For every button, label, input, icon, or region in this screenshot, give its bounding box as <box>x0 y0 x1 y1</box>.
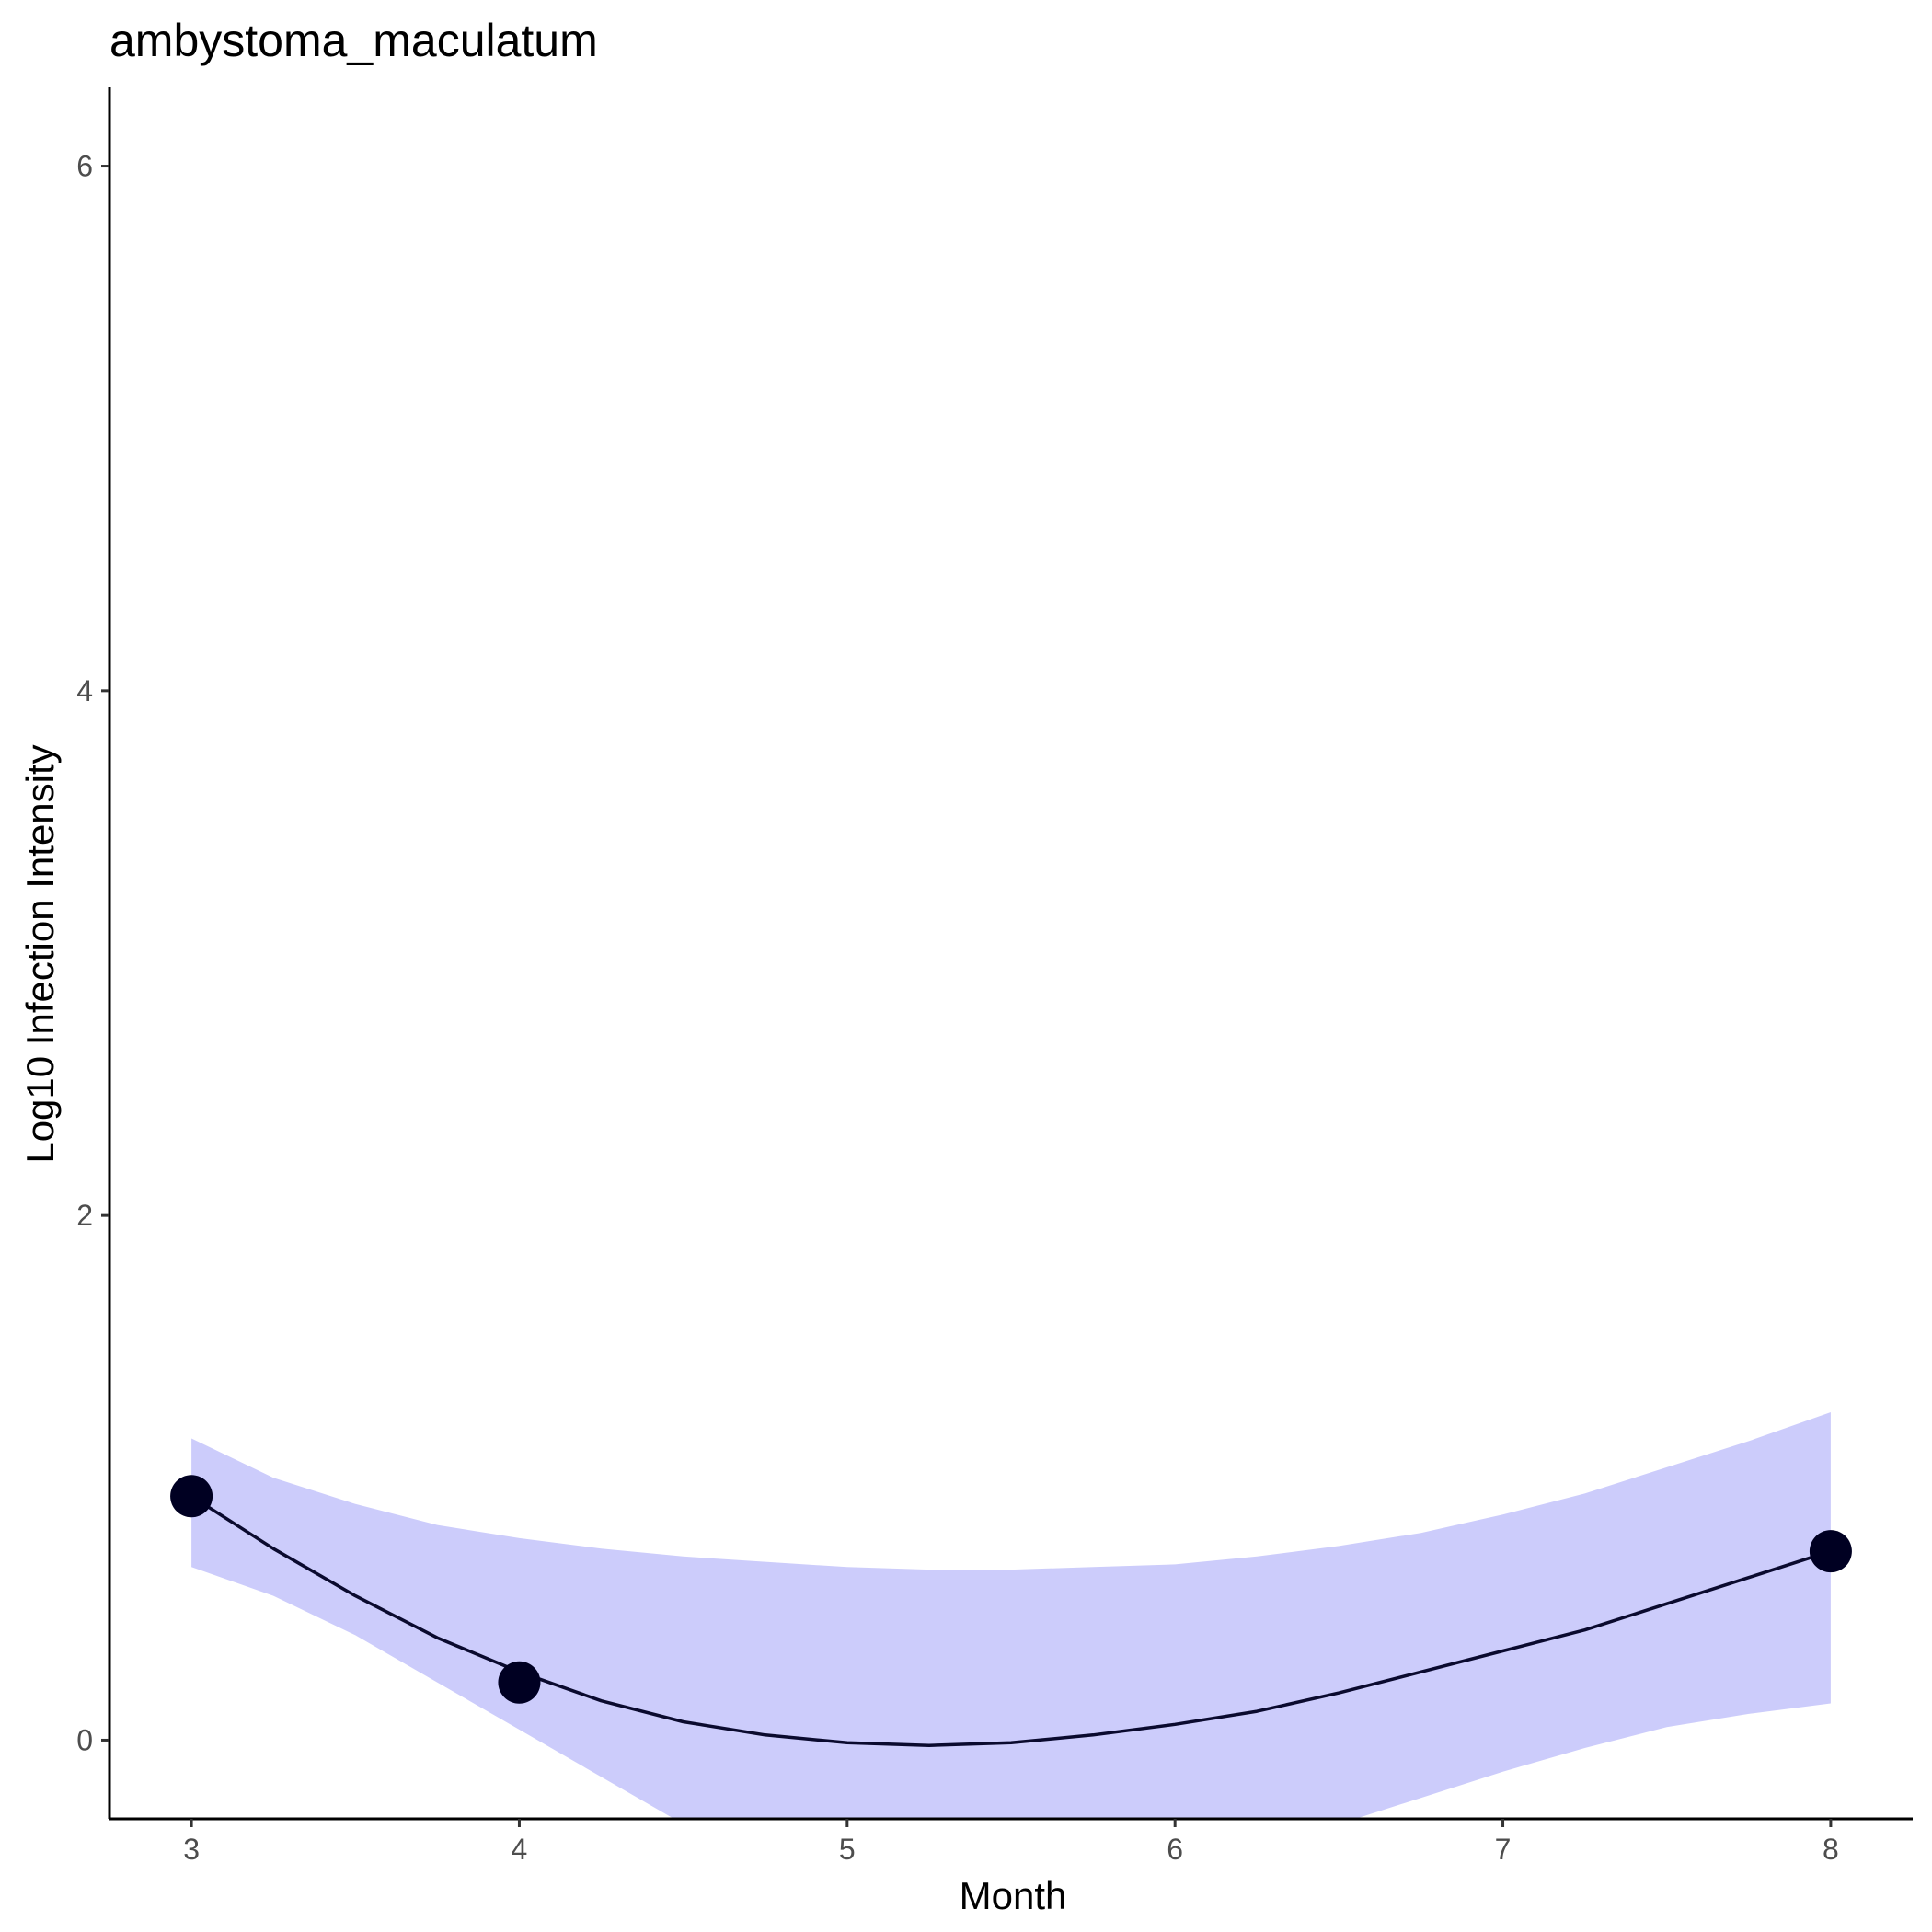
x-axis-label: Month <box>960 1874 1067 1917</box>
data-point <box>170 1475 213 1518</box>
plot-area <box>170 1412 1852 1819</box>
confidence-ribbon <box>191 1412 1831 1819</box>
y-tick-label: 4 <box>76 674 93 707</box>
chart-title: ambystoma_maculatum <box>109 15 598 66</box>
x-tick-label: 8 <box>1823 1833 1839 1866</box>
x-tick-label: 7 <box>1495 1833 1512 1866</box>
x-tick-label: 3 <box>183 1833 200 1866</box>
y-tick-label: 0 <box>76 1723 93 1756</box>
axes: 0 2 4 6 3 4 5 6 7 8 <box>76 87 1913 1866</box>
x-tick-label: 4 <box>512 1833 528 1866</box>
x-tick-label: 5 <box>839 1833 856 1866</box>
y-tick-label: 6 <box>76 150 93 183</box>
data-point <box>1809 1530 1852 1573</box>
data-point <box>498 1661 541 1704</box>
fit-line <box>190 1494 1832 1747</box>
y-axis-label: Log10 Infection Intensity <box>18 744 62 1163</box>
y-tick-label: 2 <box>76 1199 93 1232</box>
x-tick-label: 6 <box>1167 1833 1183 1866</box>
